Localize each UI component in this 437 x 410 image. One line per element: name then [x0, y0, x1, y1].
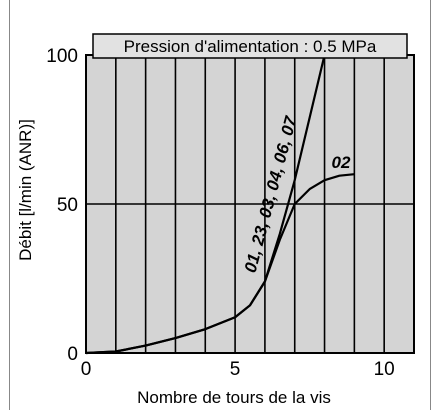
y-axis-title: Débit [l/min (ANR)]: [16, 119, 35, 261]
chart-title: Pression d'alimentation : 0.5 MPa: [124, 37, 377, 56]
x-axis-title: Nombre de tours de la vis: [137, 388, 331, 407]
y-tick-label: 100: [46, 46, 78, 67]
x-tick-label: 5: [230, 359, 241, 380]
title-box: [92, 33, 408, 59]
x-tick-label: 0: [81, 359, 92, 380]
frame-left-border: [9, 0, 10, 410]
frame-right-border: [430, 0, 431, 410]
x-tick-label: 10: [374, 359, 395, 380]
y-tick-label: 0: [67, 344, 78, 365]
tick-labels: 0 50 100 0 5 10: [46, 46, 394, 380]
series-label-02: 02: [332, 153, 351, 172]
series-line-1: [85, 173, 355, 355]
series-lines: [85, 54, 355, 355]
y-tick-label: 50: [57, 195, 78, 216]
